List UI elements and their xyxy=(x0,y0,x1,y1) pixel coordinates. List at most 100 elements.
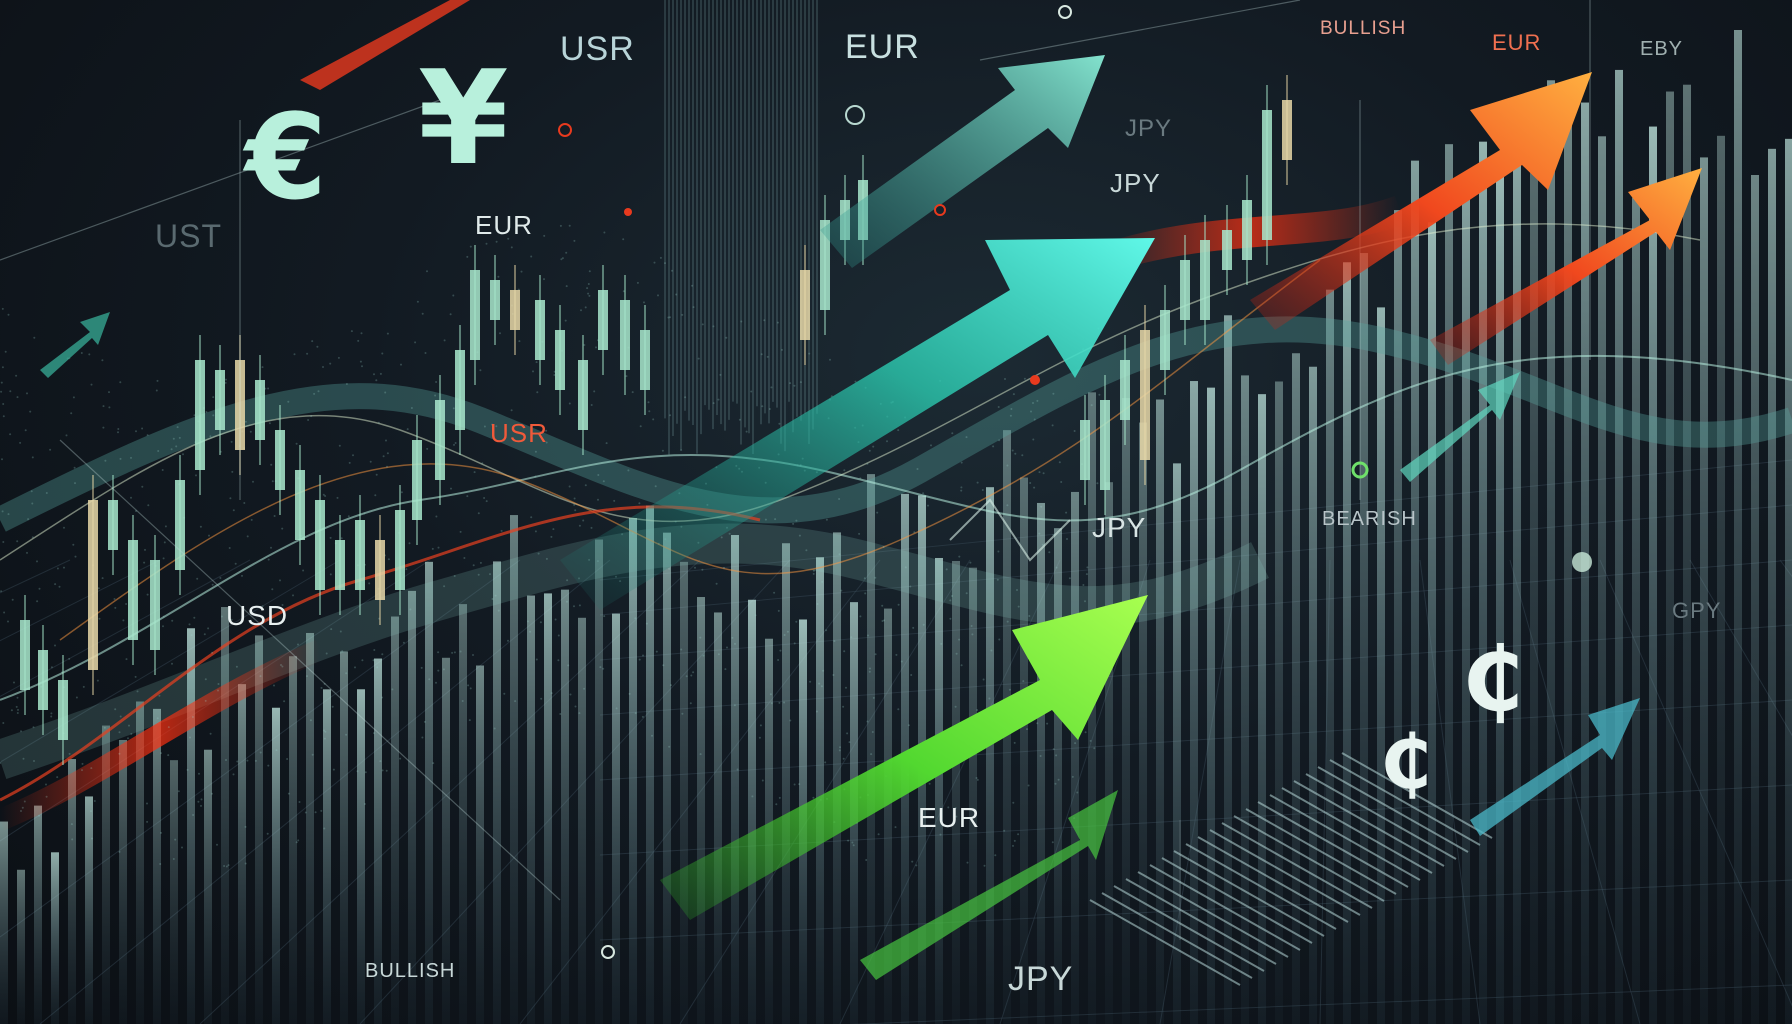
mesh-dot xyxy=(316,345,319,348)
mesh-dot xyxy=(400,363,402,366)
mesh-dot xyxy=(311,753,314,756)
mesh-dot xyxy=(283,700,286,703)
mesh-dot xyxy=(1065,511,1068,514)
mesh-dot xyxy=(22,757,25,760)
mesh-dot xyxy=(495,240,498,243)
mesh-dot xyxy=(31,502,34,505)
mesh-dot xyxy=(613,499,616,502)
mesh-dot xyxy=(195,474,197,477)
mesh-dot xyxy=(386,465,388,468)
green-arrow xyxy=(660,595,1148,920)
mesh-dot xyxy=(127,737,129,740)
mesh-dot xyxy=(578,712,581,715)
chart-bar xyxy=(340,651,348,1024)
mesh-dot xyxy=(267,764,270,767)
mesh-dot xyxy=(781,348,783,351)
mesh-dot xyxy=(500,232,503,235)
mesh-dot xyxy=(534,475,537,478)
mesh-dot xyxy=(777,609,780,612)
mesh-dot xyxy=(998,638,1001,641)
mesh-dot xyxy=(93,800,96,802)
mesh-dot xyxy=(699,636,702,639)
mesh-dot xyxy=(930,444,932,447)
mesh-dot xyxy=(1013,741,1016,744)
mesh-dot xyxy=(981,489,984,491)
mesh-dot xyxy=(740,320,743,323)
mesh-dot xyxy=(160,831,162,834)
mesh-dot xyxy=(1,307,4,310)
mesh-dot xyxy=(125,603,128,605)
mesh-dot xyxy=(230,440,233,443)
mesh-dot xyxy=(507,237,510,240)
mesh-dot xyxy=(1074,742,1077,745)
mesh-dot xyxy=(141,427,144,430)
mesh-dot xyxy=(332,768,335,771)
mesh-dot xyxy=(783,701,786,704)
mesh-dot xyxy=(602,480,605,483)
mesh-dot xyxy=(27,518,30,521)
mesh-dot xyxy=(897,429,900,432)
mesh-dot xyxy=(250,518,253,521)
mesh-dot xyxy=(220,615,223,618)
red-streak xyxy=(300,0,470,90)
mesh-dot xyxy=(915,864,918,867)
candle-body xyxy=(1140,330,1150,460)
mesh-dot xyxy=(156,379,159,382)
candle-body xyxy=(490,280,500,320)
chart-bar xyxy=(204,749,212,1024)
mesh-dot xyxy=(177,790,180,793)
mesh-dot xyxy=(81,769,83,772)
mesh-dot xyxy=(354,666,356,669)
mesh-dot xyxy=(1038,471,1041,474)
mesh-dot xyxy=(868,670,871,673)
mesh-dot xyxy=(1036,722,1039,725)
mesh-dot xyxy=(375,473,378,476)
mesh-dot xyxy=(435,381,438,383)
mesh-dot xyxy=(191,716,194,718)
mesh-dot xyxy=(1033,418,1036,421)
mesh-dot xyxy=(217,683,220,685)
mesh-dot xyxy=(773,591,776,594)
mesh-dot xyxy=(584,484,587,487)
mesh-dot xyxy=(975,777,978,779)
mesh-dot xyxy=(654,485,657,488)
mesh-dot xyxy=(1023,377,1026,380)
mesh-dot xyxy=(1003,829,1006,832)
chart-bar xyxy=(1122,398,1130,1024)
mesh-dot xyxy=(559,224,562,227)
mesh-dot xyxy=(483,425,486,428)
mesh-dot xyxy=(199,525,202,528)
chart-bar xyxy=(1564,124,1572,1024)
chart-bar xyxy=(119,739,127,1024)
mesh-dot xyxy=(557,659,560,662)
mesh-dot xyxy=(588,294,591,297)
mesh-dot xyxy=(56,776,59,779)
label-ust-left: UST xyxy=(155,218,222,254)
mesh-dot xyxy=(603,615,606,618)
mesh-dot xyxy=(1057,778,1060,781)
chart-bar xyxy=(680,561,688,1024)
chart-bar xyxy=(969,567,977,1024)
mesh-dot xyxy=(659,256,662,259)
mesh-dot xyxy=(996,578,999,581)
mesh-dot xyxy=(877,833,880,836)
mesh-dot xyxy=(216,843,218,846)
mesh-dot xyxy=(434,394,437,397)
label-bullish-top: BULLISH xyxy=(1320,18,1407,39)
mesh-dot xyxy=(1017,605,1020,608)
mesh-dot xyxy=(426,447,429,450)
mesh-dot xyxy=(421,736,424,739)
chart-bar xyxy=(1173,463,1181,1024)
mesh-dot xyxy=(1017,833,1020,836)
mesh-dot xyxy=(295,841,298,844)
mesh-dot xyxy=(829,358,831,361)
mesh-dot xyxy=(452,407,455,410)
mesh-dot xyxy=(1082,584,1085,586)
mesh-dot xyxy=(161,469,164,471)
label-eby: EBY xyxy=(1640,38,1684,60)
chart-bar xyxy=(357,689,365,1024)
candle-body xyxy=(470,270,480,360)
candle-body xyxy=(620,300,630,370)
mesh-dot xyxy=(175,445,178,448)
label-usr-mid: USR xyxy=(490,418,548,448)
